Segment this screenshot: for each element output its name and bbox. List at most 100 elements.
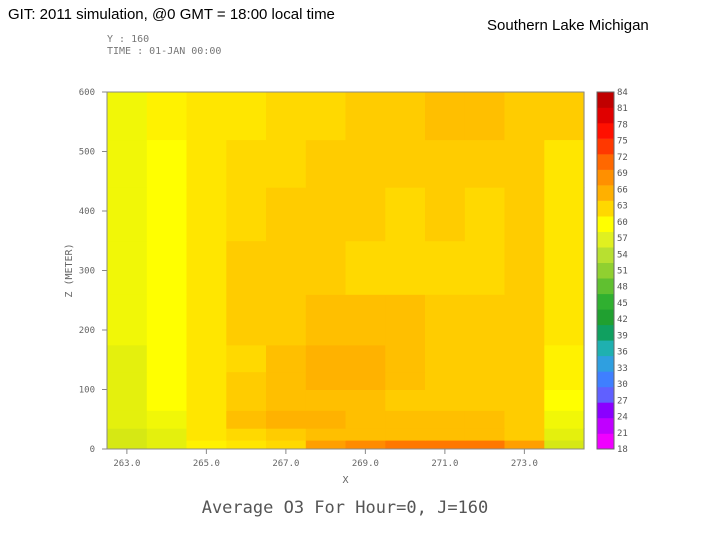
heatmap-cell xyxy=(504,240,545,295)
colorbar-segment xyxy=(597,340,614,357)
colorbar-label: 60 xyxy=(617,218,628,228)
y-tick-label: 0 xyxy=(90,445,95,455)
heatmap-cell xyxy=(464,440,506,450)
heatmap-cell xyxy=(464,92,506,141)
heatmap-cell xyxy=(107,344,148,373)
colorbar-segment xyxy=(597,200,614,217)
heatmap-cell xyxy=(266,344,307,373)
heatmap-cell xyxy=(226,428,267,441)
y-axis-label: Z (METER) xyxy=(64,243,75,297)
heatmap-cell xyxy=(305,240,347,295)
heatmap-cell xyxy=(464,294,506,346)
heatmap-cell xyxy=(186,371,227,390)
heatmap-cell xyxy=(266,187,307,242)
heatmap-cell xyxy=(544,344,585,373)
heatmap-cell xyxy=(266,371,307,390)
heatmap-cell xyxy=(305,371,347,390)
heatmap-cell xyxy=(146,440,188,450)
heatmap-cell xyxy=(146,371,188,390)
heatmap-cell xyxy=(385,389,426,411)
x-axis-label: X xyxy=(342,475,348,486)
heatmap-cell xyxy=(425,92,466,141)
colorbar-label: 54 xyxy=(617,250,628,260)
heatmap-cell xyxy=(107,440,148,450)
colorbar-segment xyxy=(597,247,614,263)
heatmap-cells xyxy=(107,92,585,450)
heatmap-cell xyxy=(345,428,386,441)
colorbar-segment xyxy=(597,138,614,155)
heatmap-cell xyxy=(305,440,347,450)
heatmap-cell xyxy=(266,139,307,188)
heatmap-cell xyxy=(107,294,148,346)
heatmap-cell xyxy=(186,294,227,346)
heatmap-cell xyxy=(504,344,545,373)
x-tick-label: 263.0 xyxy=(113,459,140,469)
colorbar-label: 75 xyxy=(617,137,628,147)
heatmap-cell xyxy=(425,371,466,390)
colorbar-segment xyxy=(597,107,614,124)
colorbar-label: 69 xyxy=(617,169,628,179)
heatmap-cell xyxy=(425,440,466,450)
meta-y-line: Y : 160 xyxy=(107,34,150,45)
heatmap-cell xyxy=(146,294,188,346)
heatmap-cell xyxy=(385,139,426,188)
heatmap-cell xyxy=(385,344,426,373)
heatmap-cell xyxy=(107,410,148,429)
heatmap-cell xyxy=(226,410,267,429)
heatmap-cell xyxy=(305,428,347,441)
slide-title: GIT: 2011 simulation, @0 GMT = 18:00 loc… xyxy=(8,6,335,23)
x-tick-label: 265.0 xyxy=(193,459,220,469)
colorbar-segment xyxy=(597,355,614,372)
heatmap-cell xyxy=(504,440,545,450)
colorbar-label: 27 xyxy=(617,396,628,406)
heatmap-cell xyxy=(107,139,148,188)
colorbar-label: 51 xyxy=(617,267,628,277)
heatmap-cell xyxy=(186,139,227,188)
colorbar-segment xyxy=(597,231,614,248)
heatmap-cell xyxy=(107,371,148,390)
heatmap-cell xyxy=(544,440,585,450)
heatmap-cell xyxy=(504,294,545,346)
heatmap-cell xyxy=(146,410,188,429)
heatmap-cell xyxy=(425,389,466,411)
heatmap-cell xyxy=(544,389,585,411)
colorbar-segment xyxy=(597,309,614,326)
x-tick-label: 271.0 xyxy=(431,459,458,469)
colorbar-segment xyxy=(597,185,614,201)
heatmap-cell xyxy=(425,187,466,242)
colorbar-label: 39 xyxy=(617,331,628,341)
heatmap-cell xyxy=(345,344,386,373)
colorbar-label: 84 xyxy=(617,88,628,98)
heatmap-cell xyxy=(345,139,386,188)
meta-time-line: TIME : 01-JAN 00:00 xyxy=(107,46,222,57)
heatmap-cell xyxy=(504,139,545,188)
heatmap-cell xyxy=(425,139,466,188)
heatmap-cell xyxy=(345,371,386,390)
heatmap-cell xyxy=(305,410,347,429)
heatmap-cell xyxy=(385,240,426,295)
heatmap-cell xyxy=(385,371,426,390)
colorbar-segment xyxy=(597,293,614,310)
heatmap-cell xyxy=(107,240,148,295)
colorbar-segment xyxy=(597,278,614,295)
heatmap-cell xyxy=(504,92,545,141)
heatmap-cell xyxy=(345,92,386,141)
heatmap-cell xyxy=(226,187,267,242)
heatmap-cell xyxy=(464,187,506,242)
heatmap-cell xyxy=(345,240,386,295)
colorbar-segment xyxy=(597,371,614,388)
colorbar-segment xyxy=(597,262,614,279)
heatmap-cell xyxy=(504,371,545,390)
heatmap-cell xyxy=(385,428,426,441)
colorbar-segment xyxy=(597,418,614,434)
heatmap-cell xyxy=(186,344,227,373)
heatmap-cell xyxy=(385,410,426,429)
colorbar-label: 72 xyxy=(617,153,628,163)
colorbar-label: 81 xyxy=(617,104,628,114)
heatmap-cell xyxy=(464,240,506,295)
colorbar-segment xyxy=(597,324,614,341)
heatmap-cell xyxy=(385,187,426,242)
colorbar-label: 21 xyxy=(617,429,628,439)
heatmap-cell xyxy=(266,428,307,441)
colorbar-segment xyxy=(597,169,614,186)
